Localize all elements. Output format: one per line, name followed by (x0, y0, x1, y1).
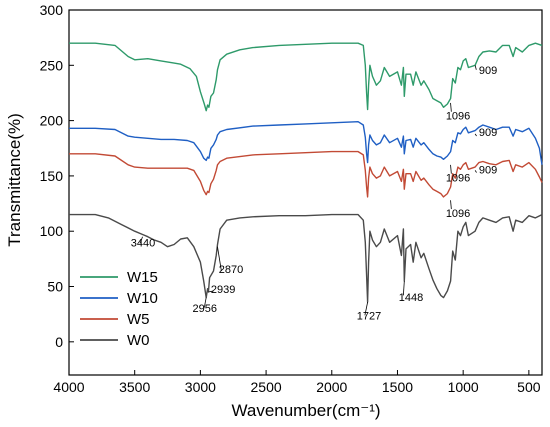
annotation-label: 1448 (399, 292, 423, 304)
annotation-label: 909 (479, 165, 497, 177)
x-tick-label: 1500 (382, 379, 413, 395)
y-tick-label: 200 (40, 113, 64, 129)
legend-label-w5: W5 (127, 311, 150, 328)
legend-label-w10: W10 (127, 290, 158, 307)
y-tick-label: 250 (40, 57, 64, 73)
x-tick-label: 3000 (185, 379, 216, 395)
annotation-label: 1727 (357, 311, 381, 323)
y-tick-label: 100 (40, 223, 64, 239)
annotation-label: 2870 (219, 264, 243, 276)
series-line-w5 (69, 150, 543, 198)
x-tick-label: 2000 (316, 379, 347, 395)
annotation-leader (474, 170, 477, 173)
annotation-leader (450, 164, 452, 174)
annotation-leader (208, 290, 214, 293)
annotation-label: 3440 (131, 238, 155, 250)
annotation-leader (217, 246, 222, 272)
y-tick-label: 0 (55, 334, 63, 350)
y-axis-title: Transmittance(%) (5, 113, 24, 247)
series-line-w15 (69, 42, 543, 112)
legend-label-w15: W15 (127, 269, 158, 286)
annotation-label: 1096 (446, 208, 470, 220)
series-line-w0 (69, 213, 543, 303)
series-line-w10 (69, 121, 543, 165)
x-tick-label: 1000 (448, 379, 479, 395)
legend-label-w0: W0 (127, 332, 150, 349)
y-tick-label: 300 (40, 2, 64, 18)
x-tick-label: 4000 (53, 379, 84, 395)
annotation-label: 2956 (193, 303, 217, 315)
annotation-leader (474, 133, 477, 137)
annotation-leader (364, 301, 369, 316)
annotation-label: 909 (479, 65, 497, 77)
annotation-leader (139, 236, 143, 244)
x-axis-title: Wavenumber(cm⁻¹) (231, 401, 380, 420)
y-tick-label: 50 (47, 279, 63, 295)
annotation-label: 2939 (211, 284, 235, 296)
annotation-label: 909 (479, 127, 497, 139)
annotation-leader (203, 297, 207, 308)
annotation-leader (450, 102, 452, 112)
plot-area-border (68, 9, 543, 376)
x-tick-label: 3500 (119, 379, 150, 395)
x-tick-label: 2500 (251, 379, 282, 395)
annotation-label: 1096 (446, 111, 470, 123)
annotation-leader (402, 280, 405, 296)
y-tick-label: 150 (40, 168, 64, 184)
x-tick-label: 500 (517, 379, 541, 395)
annotation-leader (474, 65, 477, 70)
annotation-label: 1096 (446, 172, 470, 184)
annotation-leader (450, 200, 452, 210)
